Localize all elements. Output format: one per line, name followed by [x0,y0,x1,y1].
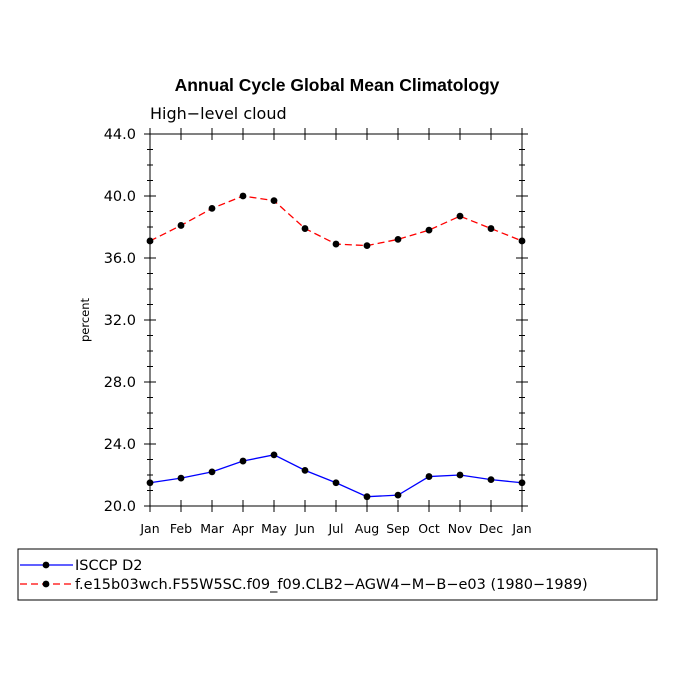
data-point [394,236,402,243]
data-point [363,242,371,250]
x-tick-label: Jan [511,521,531,536]
x-tick-label: Jun [294,521,315,536]
data-point [146,237,154,245]
legend: ISCCP D2 f.e15b03wch.F55W5SC.f09_f09.CLB2… [17,548,658,601]
data-point [177,222,185,229]
axis-ticks [144,128,528,512]
y-axis-label: percent [78,297,92,342]
data-point [146,479,154,487]
data-point [332,240,340,248]
legend-label: ISCCP D2 [75,558,142,574]
legend-box [17,548,658,601]
legend-marker [42,561,50,569]
y-tick-label: 36.0 [104,251,136,267]
data-point [518,479,526,487]
data-point [239,457,247,465]
x-tick-label: Jan [139,521,159,536]
x-tick-label: Apr [232,521,254,536]
data-point [518,237,526,245]
data-point [332,479,340,487]
data-point [239,192,247,200]
series-1 [146,192,526,250]
data-point [456,212,464,220]
data-point [456,471,464,479]
series-layer [146,192,526,501]
legend-marker [42,580,50,588]
y-tick-label: 28.0 [104,375,136,391]
y-tick-label: 20.0 [104,499,136,515]
chart-subtitle: High−level cloud [150,104,287,123]
x-tick-label: Oct [418,521,440,536]
data-point [208,205,216,212]
legend-label: f.e15b03wch.F55W5SC.f09_f09.CLB2−AGW4−M−… [75,577,588,593]
y-tick-label: 44.0 [104,127,136,143]
x-tick-label: Nov [448,521,473,536]
y-tick-label: 32.0 [104,313,136,329]
series-line [149,454,523,498]
data-point [425,473,433,480]
data-point [270,451,278,459]
series-0 [146,451,526,501]
data-point [177,474,185,482]
x-tick-label: Sep [386,521,410,536]
x-tick-label: May [261,521,287,536]
chart-title: Annual Cycle Global Mean Climatology [175,75,500,95]
data-point [270,197,278,205]
x-tick-label: Jul [327,521,343,536]
y-tick-label: 40.0 [104,189,136,205]
data-point [208,468,216,476]
plot-area [149,133,523,507]
x-tick-label: Feb [170,521,192,536]
x-tick-label: Mar [200,521,224,536]
data-point [394,491,402,499]
data-point [301,225,309,232]
data-point [425,226,433,234]
x-tick-label: Dec [479,521,503,536]
data-point [487,476,495,484]
data-point [487,225,495,232]
data-point [363,493,371,501]
tick-labels: 20.0 24.0 28.0 32.0 36.0 40.0 44.0 Jan Feb Mar Apr… [104,127,532,536]
plot-border [149,133,523,507]
data-point [301,466,309,474]
x-tick-label: Aug [355,521,379,536]
y-tick-label: 24.0 [104,437,136,453]
series-line [149,195,523,247]
